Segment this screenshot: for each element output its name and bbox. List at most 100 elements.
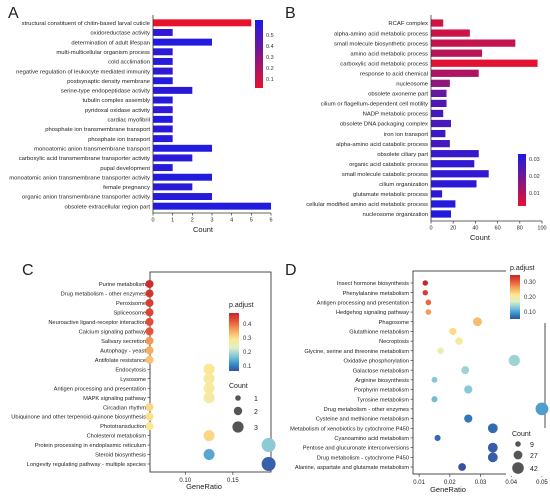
- bar-b-17: [431, 190, 443, 198]
- bar-b-0: [431, 19, 444, 27]
- x-tick-label-a-2: 2: [191, 218, 194, 224]
- dot-c-1: [145, 289, 154, 298]
- plot-d: Insect hormone biosynthesis Phenylalanine…: [290, 270, 549, 486]
- legend-a-tick-1: 0.4: [266, 44, 274, 50]
- bar-b-15: [431, 170, 489, 178]
- bar-b-2: [431, 39, 516, 47]
- bar-a-16: [153, 173, 212, 181]
- count-legend-c-label-0: 1: [254, 396, 258, 403]
- bar-a-0: [153, 19, 252, 27]
- panel-letter-a: A: [8, 5, 19, 22]
- dot-c-10: [203, 373, 215, 385]
- bar-a-9: [153, 106, 173, 114]
- bar-a-18: [153, 193, 212, 200]
- bar-a-15: [153, 164, 173, 172]
- dot-c-15: [145, 422, 154, 431]
- dot-d-2: [425, 299, 432, 306]
- category-label-c-5: Calcium signaling pathway: [79, 329, 146, 335]
- dot-d-18: [487, 452, 498, 463]
- category-label-b-4: carboxylic acid metabolic process: [340, 61, 428, 67]
- count-legend-d-label-0: 9: [530, 442, 534, 449]
- x-tick-label-b-0: 0: [429, 226, 432, 232]
- dot-d-0: [422, 280, 428, 286]
- dot-d-13: [535, 402, 549, 416]
- count-legend-d-label-1: 27: [530, 453, 538, 460]
- x-tick-label-c-0: 0.10: [179, 478, 191, 484]
- category-label-c-0: Purine metabolism: [99, 282, 146, 288]
- category-label-b-13: obsolete ciliary part: [377, 152, 428, 158]
- bar-b-9: [431, 109, 444, 118]
- x-tick-label-a-6: 6: [269, 218, 272, 224]
- legend-c-tick-3: 0.1: [243, 364, 252, 370]
- bars-a: structural constituent of chitin-based l…: [9, 19, 271, 210]
- legend-a-tick-0: 0.5: [266, 33, 274, 39]
- bar-b-5: [431, 69, 479, 77]
- count-legend-c-dot-0: [235, 395, 241, 401]
- dot-c-18: [203, 449, 215, 461]
- legend-a-tick-3: 0.2: [266, 66, 274, 72]
- dot-c-9: [203, 363, 215, 375]
- count-legend-c-label-1: 2: [254, 409, 258, 416]
- dot-c-7: [145, 346, 154, 355]
- category-label-d-0: Insect hormone biosynthesis: [337, 281, 409, 287]
- category-label-d-17: Pentose and glucuronate interconversions: [303, 446, 409, 452]
- legend-c-tick-1: 0.3: [243, 336, 252, 342]
- count-legend-d-dot-2: [512, 462, 524, 474]
- category-label-d-15: Metabolism of xenobiotics by cytochrome …: [290, 426, 409, 432]
- category-label-d-10: Arginine biosynthesis: [355, 378, 409, 384]
- category-label-c-4: Neuroactive ligand-receptor interaction: [48, 320, 146, 326]
- bar-b-12: [431, 140, 450, 148]
- dot-d-12: [431, 396, 438, 403]
- bar-b-7: [431, 89, 447, 97]
- category-label-d-8: Oxidative phosphorylation: [344, 359, 409, 365]
- category-label-b-18: cellular modified amino acid metabolic p…: [306, 202, 428, 208]
- category-label-a-8: tubulin complex assembly: [83, 98, 151, 104]
- bar-b-14: [431, 160, 475, 168]
- category-label-c-8: Antifolate resistance: [95, 358, 146, 364]
- dot-c-19: [261, 457, 276, 471]
- category-label-b-6: nucleosome: [396, 82, 428, 88]
- legend-b: 0.03 0.02 0.01: [518, 154, 540, 206]
- bar-b-18: [431, 200, 456, 208]
- bar-b-13: [431, 150, 479, 158]
- bar-b-16: [431, 180, 477, 188]
- dot-c-12: [203, 392, 215, 404]
- colorbar-c: [229, 313, 239, 371]
- x-tick-label-a-0: 0: [151, 218, 154, 224]
- dot-c-6: [145, 336, 154, 345]
- dot-d-4: [473, 317, 482, 327]
- dot-d-11: [464, 385, 473, 394]
- legend-d-tick-1: 0.20: [524, 295, 536, 301]
- x-tick-label-d-1: 0.02: [444, 480, 456, 486]
- category-label-a-13: monoatomic anion transmembrane transport: [34, 146, 150, 152]
- category-label-c-15: Phototransduction: [100, 424, 146, 430]
- x-tick-label-a-3: 3: [210, 218, 213, 224]
- legend-d: p.adjust 0.30 0.20 0.10 Count 9 27 42: [506, 261, 546, 476]
- category-label-b-19: nucleosome organization: [363, 212, 429, 218]
- dot-c-14: [145, 412, 154, 421]
- category-label-d-5: Glutathione metabolism: [349, 330, 409, 336]
- category-label-c-2: Peroxisome: [116, 301, 146, 307]
- dot-d-9: [461, 366, 470, 375]
- legend-a-tick-4: 0.1: [266, 77, 274, 83]
- xlabel-c: GeneRatio: [186, 482, 222, 491]
- bar-a-12: [153, 135, 173, 143]
- dot-c-0: [145, 280, 154, 288]
- x-tick-label-b-4: 80: [517, 226, 523, 232]
- x-tick-label-a-4: 4: [230, 218, 233, 224]
- category-label-a-3: multi-multicellular organism process: [56, 50, 150, 56]
- category-label-a-11: phosphate ion transmembrane transport: [45, 127, 150, 133]
- x-tick-label-d-4: 0.05: [536, 480, 548, 486]
- colorbar-d: [510, 275, 520, 319]
- x-tick-label-d-3: 0.04: [505, 480, 517, 486]
- category-label-a-12: phosphate ion transport: [88, 137, 150, 143]
- bar-b-4: [431, 59, 538, 67]
- category-label-a-18: organic anion transmembrane transporter …: [22, 195, 150, 201]
- dot-d-15: [487, 423, 498, 434]
- category-label-c-16: Cholesterol metabolism: [87, 434, 147, 440]
- category-label-a-14: carboxylic acid transmembrane transporte…: [19, 156, 150, 162]
- category-label-d-19: Alanine, aspartate and glutamate metabol…: [295, 465, 409, 471]
- category-label-c-1: Drug metabolism - other enzymes: [61, 292, 146, 298]
- legend-a: 0.5 0.4 0.3 0.2 0.1: [255, 20, 274, 88]
- category-label-c-10: Lysosome: [120, 377, 146, 383]
